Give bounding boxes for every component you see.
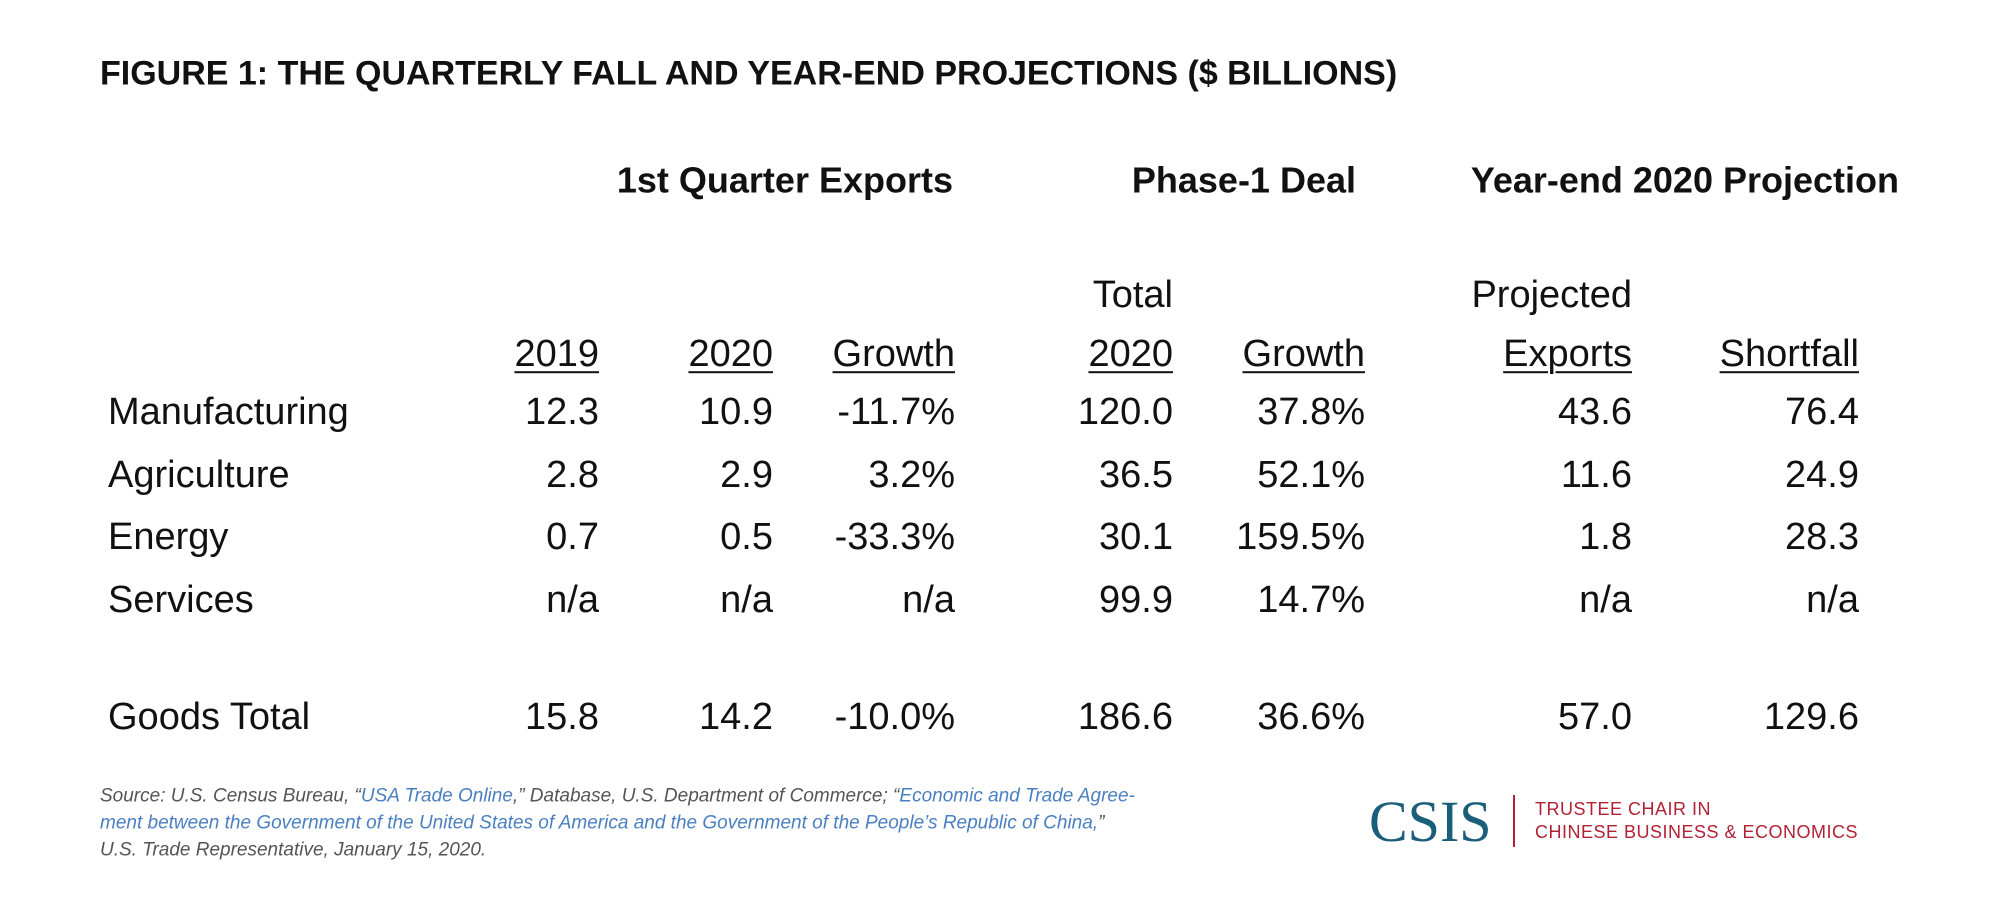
- cell: 120.0: [1077, 391, 1173, 434]
- column-header: Projected: [1471, 274, 1632, 317]
- source-line: Source: U.S. Census Bureau, “USA Trade O…: [100, 786, 1135, 809]
- source-link[interactable]: ment between the Government of the Unite…: [100, 812, 1099, 834]
- cell: n/a: [902, 579, 955, 622]
- column-header: 2020: [1088, 333, 1173, 376]
- cell: 3.2%: [868, 454, 955, 497]
- cell: 76.4: [1785, 391, 1859, 434]
- cell: 0.5: [720, 516, 773, 559]
- source-text: Source: U.S. Census Bureau, “: [100, 785, 361, 807]
- cell: -11.7%: [837, 391, 955, 434]
- cell: 12.3: [525, 391, 599, 434]
- cell: n/a: [1806, 579, 1859, 622]
- cell: 28.3: [1785, 516, 1859, 559]
- column-header: Growth: [1242, 333, 1365, 376]
- source-text: ,” Database, U.S. Department of Commerce…: [512, 785, 900, 807]
- row-label: Services: [108, 579, 254, 622]
- column-header: 2019: [514, 333, 599, 376]
- row-label: Manufacturing: [108, 391, 349, 434]
- group-header: 1st Quarter Exports: [616, 159, 953, 201]
- column-header: Shortfall: [1719, 333, 1859, 376]
- cell: 11.6: [1560, 454, 1632, 497]
- column-header: Total: [1092, 274, 1173, 317]
- cell: 129.6: [1763, 696, 1859, 739]
- cell: 37.8%: [1257, 391, 1365, 434]
- cell: 10.9: [699, 391, 773, 434]
- row-label: Energy: [108, 516, 229, 559]
- cell: 2.9: [720, 454, 773, 497]
- cell: n/a: [720, 579, 773, 622]
- cell: 14.7%: [1257, 579, 1365, 622]
- cell: 14.2: [699, 696, 773, 739]
- title: FIGURE 1: THE QUARTERLY FALL AND YEAR-EN…: [100, 54, 1398, 93]
- cell: 159.5%: [1236, 516, 1365, 559]
- column-header: Growth: [832, 333, 955, 376]
- group-header: Year-end 2020 Projection: [1470, 159, 1899, 201]
- group-header: Phase-1 Deal: [1131, 159, 1356, 201]
- cell: 43.6: [1558, 391, 1632, 434]
- cell: -33.3%: [834, 516, 955, 559]
- source-link[interactable]: Economic and Trade Agree-: [899, 785, 1135, 807]
- cell: n/a: [546, 579, 599, 622]
- column-header: Exports: [1503, 333, 1632, 376]
- cell: 15.8: [525, 696, 599, 739]
- cell: 36.6%: [1257, 696, 1365, 739]
- logo-name: CSIS: [1369, 789, 1492, 855]
- logo-divider: [1513, 795, 1515, 847]
- cell: 186.6: [1077, 696, 1173, 739]
- cell: n/a: [1579, 579, 1632, 622]
- logo-text: TRUSTEE CHAIR IN: [1535, 799, 1712, 820]
- cell: -10.0%: [834, 696, 955, 739]
- cell: 99.9: [1099, 579, 1173, 622]
- source-line: ment between the Government of the Unite…: [100, 813, 1104, 836]
- column-header: 2020: [688, 333, 773, 376]
- source-line: U.S. Trade Representative, January 15, 2…: [100, 840, 486, 863]
- cell: 30.1: [1099, 516, 1173, 559]
- cell: 52.1%: [1257, 454, 1365, 497]
- cell: 57.0: [1558, 696, 1632, 739]
- row-label: Agriculture: [108, 454, 290, 497]
- cell: 2.8: [546, 454, 599, 497]
- cell: 0.7: [546, 516, 599, 559]
- cell: 1.8: [1579, 516, 1632, 559]
- source-link[interactable]: USA Trade Online: [360, 785, 513, 807]
- logo-text: CHINESE BUSINESS & ECONOMICS: [1535, 822, 1859, 843]
- source-text: U.S. Trade Representative, January 15, 2…: [100, 839, 487, 861]
- cell: 24.9: [1785, 454, 1859, 497]
- row-label: Goods Total: [108, 696, 311, 739]
- cell: 36.5: [1099, 454, 1173, 497]
- source-text: ”: [1098, 812, 1105, 834]
